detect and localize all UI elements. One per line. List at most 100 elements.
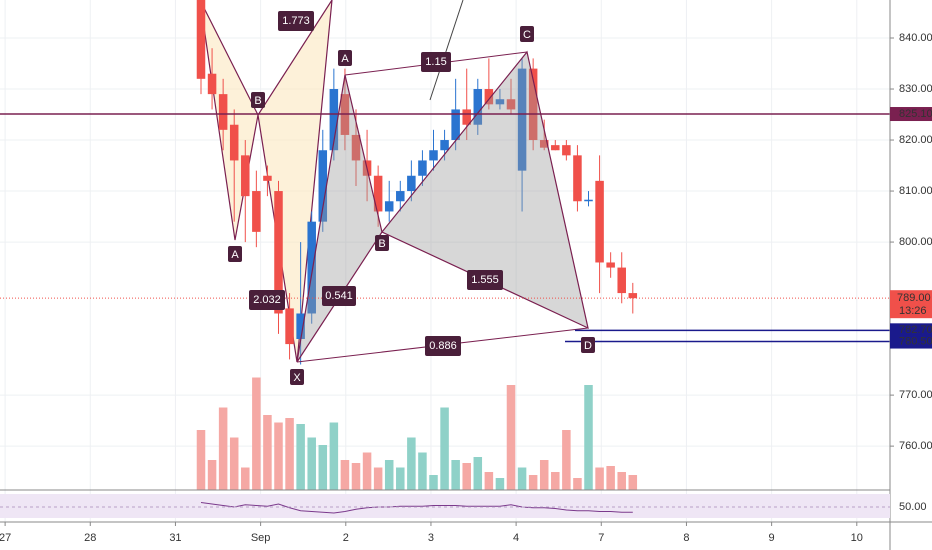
trend-line: [429, 0, 464, 101]
candle-body: [285, 308, 294, 345]
volume-bar: [351, 463, 361, 490]
point-box: [228, 246, 242, 262]
x-tick-label: 3: [428, 532, 434, 544]
x-tick-label: 28: [84, 532, 96, 544]
volume-bar: [373, 467, 383, 490]
candle-body: [539, 140, 549, 148]
volume-bar: [562, 430, 571, 490]
volume-bar: [595, 467, 604, 490]
x-tick-label: 10: [851, 532, 863, 544]
x-tick-label: 9: [769, 532, 775, 544]
price-label-box: [890, 107, 932, 122]
volume-bar: [473, 457, 483, 490]
volume-bar: [551, 472, 560, 490]
candle-body: [462, 109, 471, 125]
price-label: 780.50: [899, 335, 932, 347]
ratio-box: [278, 11, 314, 31]
volume-bar: [539, 460, 549, 490]
candle-body: [440, 140, 449, 151]
volume-bar: [429, 475, 438, 490]
axes: 760.00770.00800.00810.00820.00830.00840.…: [0, 32, 932, 544]
volume-bar: [196, 430, 206, 490]
point-box: [338, 50, 352, 66]
volume-bar: [606, 466, 615, 490]
volume-bar: [407, 437, 416, 490]
price-label: 825.10: [899, 108, 932, 120]
volume-bar: [451, 460, 460, 490]
y-tick-label: 840.00: [899, 32, 932, 44]
candle-body: [241, 155, 250, 197]
pattern-labels: A B X A B C D 1.773 2.032 0.541 1.15 1.5…: [228, 11, 595, 385]
candle-body: [318, 150, 328, 222]
candle-body: [263, 175, 272, 181]
volume-bar: [307, 437, 316, 490]
rsi-label: 50.00: [899, 501, 927, 513]
volume-bar: [329, 422, 339, 490]
ratio-box: [322, 286, 356, 306]
y-tick-label: 800.00: [899, 236, 932, 248]
volume-bar: [274, 422, 283, 490]
volume-bar: [440, 407, 449, 490]
volume-bar: [263, 415, 272, 490]
volume-bar: [517, 467, 527, 490]
y-tick-label: 830.00: [899, 83, 932, 95]
volume-pane: [196, 377, 638, 490]
candle-body: [229, 124, 239, 161]
x-tick-label: 8: [683, 532, 689, 544]
x-tick-label: 31: [169, 532, 181, 544]
point-label: B: [378, 238, 385, 250]
volume-bar: [362, 452, 372, 490]
candle-body: [207, 73, 217, 95]
rsi-pane: [200, 502, 633, 514]
candle-body: [418, 160, 427, 176]
ratio-box: [467, 270, 503, 290]
point-box: [581, 337, 595, 353]
candles: [196, 0, 638, 365]
volume-bar: [252, 377, 261, 490]
point-label: X: [293, 372, 301, 384]
volume-bar: [506, 385, 516, 490]
volume-bar: [495, 478, 505, 490]
ratio-label: 1.15: [425, 56, 446, 68]
volume-bar: [241, 467, 250, 490]
volume-bar: [285, 418, 294, 490]
candle-body: [351, 134, 361, 161]
candle-body: [562, 145, 571, 156]
candle-body: [584, 199, 593, 202]
price-label: 782.70: [899, 324, 932, 336]
point-box: [290, 369, 304, 385]
y-tick-label: 810.00: [899, 185, 932, 197]
volume-bar: [340, 460, 350, 490]
ratio-label: 2.032: [253, 294, 281, 306]
y-tick-label: 770.00: [899, 389, 932, 401]
last-price-time: 13:26: [899, 305, 927, 317]
candle-body: [606, 262, 615, 268]
price-label-box: [890, 334, 932, 349]
ratio-label: 1.773: [282, 15, 310, 27]
price-lines: [0, 113, 890, 343]
point-label: A: [231, 249, 239, 261]
volume-bar: [573, 478, 582, 490]
point-label: B: [254, 95, 261, 107]
x-tick-label: Sep: [251, 532, 271, 544]
volume-bar: [418, 452, 427, 490]
x-tick-label: 4: [513, 532, 519, 544]
candle-body: [617, 267, 626, 294]
volume-bar: [396, 467, 405, 490]
volume-bar: [296, 424, 305, 490]
candle-body: [218, 94, 228, 130]
ratio-label: 0.886: [429, 340, 457, 352]
candle-body: [274, 191, 283, 314]
point-box: [251, 92, 265, 108]
volume-bar: [318, 445, 328, 490]
volume-bar: [229, 437, 239, 490]
candle-body: [252, 191, 261, 232]
candle-body: [595, 180, 604, 263]
candle-body: [307, 221, 316, 314]
candle-body: [373, 175, 383, 212]
ratio-label: 1.555: [471, 274, 499, 286]
volume-bar: [484, 472, 494, 490]
candle-body: [573, 155, 582, 202]
volume-bar: [207, 460, 217, 490]
